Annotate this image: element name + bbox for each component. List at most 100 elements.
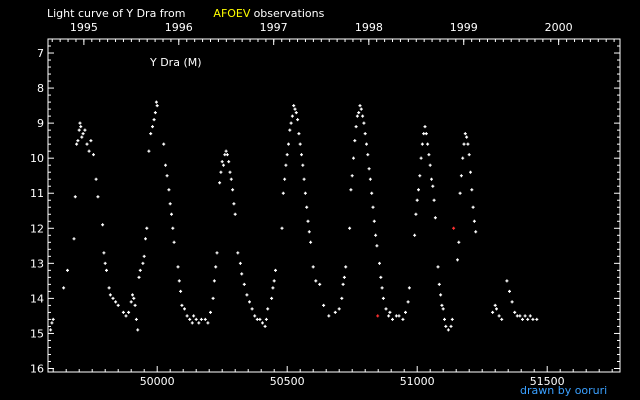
data-point	[89, 139, 93, 143]
data-point	[103, 261, 107, 265]
data-point	[94, 177, 98, 181]
data-point	[203, 317, 207, 321]
data-point	[344, 265, 348, 269]
data-point	[306, 219, 310, 223]
data-point	[388, 310, 392, 314]
data-point	[62, 286, 66, 290]
data-point	[297, 132, 301, 136]
data-point	[85, 142, 89, 146]
data-point	[322, 303, 326, 307]
data-point	[433, 216, 437, 220]
data-point	[348, 226, 352, 230]
data-point	[290, 114, 294, 118]
data-point	[467, 153, 471, 157]
data-point	[129, 300, 133, 304]
data-point	[337, 307, 341, 311]
data-point	[318, 282, 322, 286]
data-point	[456, 258, 459, 262]
data-point	[253, 314, 257, 318]
data-point	[298, 142, 302, 146]
data-point	[368, 177, 372, 181]
data-point	[114, 300, 118, 304]
data-point	[133, 303, 137, 307]
data-point	[206, 321, 210, 325]
data-point	[177, 279, 181, 283]
data-point	[127, 310, 131, 314]
data-point	[248, 300, 251, 304]
data-point	[371, 205, 375, 209]
data-point	[357, 111, 361, 115]
data-point	[472, 219, 476, 223]
data-point	[155, 104, 159, 108]
data-point	[171, 226, 175, 230]
data-point	[407, 286, 411, 290]
data-point	[457, 240, 461, 244]
data-point	[116, 303, 120, 307]
data-point	[87, 149, 91, 153]
data-point	[450, 317, 454, 321]
data-point	[225, 153, 229, 157]
data-point	[449, 324, 453, 328]
data-point	[302, 177, 306, 181]
data-point	[121, 310, 125, 314]
data-point	[294, 111, 298, 115]
data-point	[341, 282, 345, 286]
data-point	[167, 188, 171, 192]
data-point	[359, 107, 363, 111]
data-point	[300, 153, 303, 157]
data-point	[76, 139, 80, 143]
data-point	[420, 142, 424, 146]
year-tick-label: 1996	[165, 21, 193, 34]
data-point	[510, 300, 514, 304]
data-point	[333, 310, 337, 314]
data-point	[378, 261, 381, 265]
data-point	[463, 132, 467, 136]
data-point	[281, 191, 285, 195]
data-point	[168, 202, 172, 206]
data-point	[417, 188, 420, 192]
data-point	[240, 272, 244, 276]
data-point	[309, 240, 313, 244]
x-tick-label: 51000	[400, 375, 435, 388]
year-tick-label: 2000	[545, 21, 573, 34]
data-point	[349, 188, 353, 192]
data-point	[81, 132, 85, 136]
chart-header-source: AFOEV	[213, 7, 250, 20]
data-point	[102, 251, 106, 255]
data-point	[229, 177, 233, 181]
data-point	[153, 111, 157, 115]
data-point	[147, 149, 151, 153]
data-point	[497, 314, 501, 318]
data-point	[379, 275, 383, 279]
data-point	[284, 163, 288, 167]
data-point	[314, 279, 318, 283]
data-point	[188, 317, 192, 321]
data-point	[365, 142, 368, 146]
data-point	[293, 107, 297, 111]
chart-header-prefix: Light curve of Y Dra from	[47, 7, 185, 20]
y-tick-label: 8	[37, 82, 44, 95]
data-point	[194, 317, 198, 321]
data-point	[138, 268, 142, 272]
data-point	[83, 128, 87, 132]
data-point	[401, 317, 405, 321]
data-point	[375, 244, 379, 248]
data-point	[469, 170, 472, 174]
data-point	[77, 128, 81, 132]
data-point	[145, 226, 149, 230]
chart-title: Y Dra (M)	[149, 56, 202, 69]
data-point	[245, 293, 249, 297]
data-point	[471, 205, 475, 209]
data-point	[107, 286, 111, 290]
data-point	[361, 114, 365, 118]
data-point	[285, 153, 289, 157]
data-point	[66, 268, 69, 272]
data-point	[462, 142, 466, 146]
data-point	[531, 317, 535, 321]
data-point	[397, 314, 401, 318]
data-point	[79, 125, 83, 129]
data-point	[380, 286, 384, 290]
data-point	[272, 279, 276, 283]
